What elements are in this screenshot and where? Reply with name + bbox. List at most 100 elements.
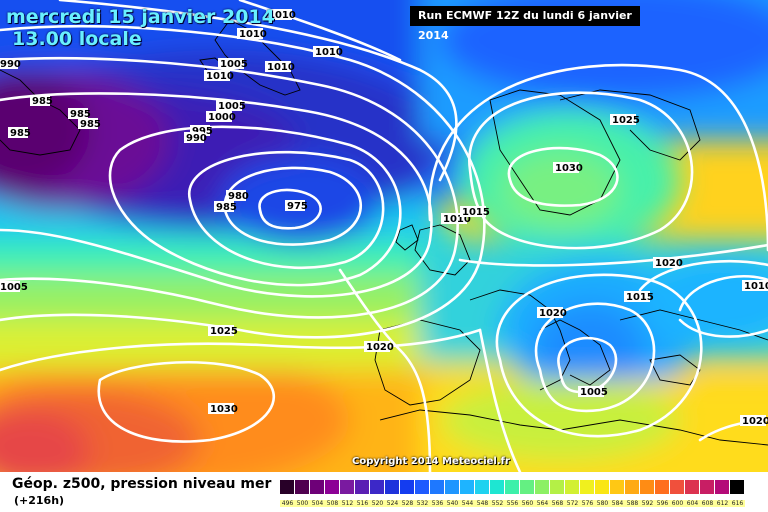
forecast-time: 13.00 locale [12,28,142,50]
color-scale-step: 560 [520,480,535,510]
pressure-label: 1020 [537,307,567,319]
color-scale-step: 524 [385,480,400,510]
color-swatch [295,480,310,494]
color-swatch [655,480,670,494]
color-swatch [640,480,655,494]
color-scale-tick: 512 [340,500,355,507]
color-scale-step: 516 [355,480,370,510]
color-swatch [310,480,325,494]
color-scale-tick: 552 [490,500,505,507]
color-scale-tick: 556 [505,500,520,507]
color-swatch [280,480,295,494]
color-scale-step: 580 [595,480,610,510]
pressure-label: 1025 [610,114,640,126]
svg-text:1010: 1010 [267,62,295,73]
color-swatch [355,480,370,494]
svg-text:1005: 1005 [0,282,28,293]
color-scale-step: 592 [640,480,655,510]
color-scale-tick: 564 [535,500,550,507]
color-scale-tick: 520 [370,500,385,507]
pressure-label: 1010 [204,70,234,82]
color-scale-tick: 576 [580,500,595,507]
pressure-label: 985 [68,108,91,120]
weather-map: 1010 1010 1005 1010 1010 1010 990 985 98… [0,0,768,472]
color-scale-tick: 584 [610,500,625,507]
color-scale-step: 528 [400,480,415,510]
legend-title: Géop. z500, pression niveau mer [12,476,272,492]
forecast-lead-time: (+216h) [14,494,65,507]
svg-text:995: 995 [192,126,213,137]
color-scale-tick: 580 [595,500,610,507]
color-swatch [595,480,610,494]
svg-text:1030: 1030 [210,404,238,415]
color-swatch [550,480,565,494]
color-scale-tick: 504 [310,500,325,507]
color-scale-tick: 508 [325,500,340,507]
color-scale-step: 576 [580,480,595,510]
color-scale-step: 608 [700,480,715,510]
color-scale-tick: 500 [295,500,310,507]
pressure-label: 1025 [208,325,238,337]
svg-text:1010: 1010 [206,71,234,82]
color-scale-tick: 592 [640,500,655,507]
color-swatch [505,480,520,494]
color-scale-step: 500 [295,480,310,510]
pressure-label: 985 [78,118,101,130]
pressure-label: 1030 [208,403,238,415]
svg-text:1010: 1010 [239,29,267,40]
color-swatch [565,480,580,494]
pressure-label: 985 [8,127,31,139]
color-scale-step: 496 [280,480,295,510]
color-scale-step: 568 [550,480,565,510]
color-scale-step: 552 [490,480,505,510]
color-scale-step: 540 [445,480,460,510]
pressure-label: 1010 [441,213,471,225]
svg-text:1010: 1010 [268,10,296,21]
color-swatch [670,480,685,494]
color-scale-step: 512 [340,480,355,510]
pressure-labels: 1010 1010 1005 1010 1010 1010 990 985 98… [0,9,768,427]
color-scale-step: 596 [655,480,670,510]
color-scale-tick: 600 [670,500,685,507]
color-scale-tick: 528 [400,500,415,507]
color-scale-step: 504 [310,480,325,510]
color-swatch [535,480,550,494]
svg-text:1015: 1015 [462,207,490,218]
color-scale-tick: 524 [385,500,400,507]
color-swatch [610,480,625,494]
pressure-label: 1000 [206,111,236,123]
svg-text:1010: 1010 [744,281,768,292]
color-scale-tick: 536 [430,500,445,507]
svg-text:985: 985 [70,109,91,120]
color-scale-step: 520 [370,480,385,510]
color-scale-tick: 516 [355,500,370,507]
color-scale-tick: 548 [475,500,490,507]
color-swatch [400,480,415,494]
pressure-label: 990 [0,58,21,70]
color-swatch [730,480,745,494]
pressure-label: 1005 [218,58,248,70]
forecast-date: mercredi 15 janvier 2014 [6,6,275,28]
svg-text:1020: 1020 [366,342,394,353]
pressure-label: 1010 [742,280,768,292]
svg-text:1005: 1005 [220,59,248,70]
color-scale-tick: 608 [700,500,715,507]
color-swatch [340,480,355,494]
color-swatch [625,480,640,494]
color-swatch [475,480,490,494]
color-scale: 496 500 504 508 512 516 520 524 528 532 536 540 544 5… [280,480,745,510]
copyright-notice: Copyright 2014 Meteociel.fr [352,456,510,467]
color-scale-tick: 496 [280,500,295,507]
pressure-label: 1020 [740,415,768,427]
forecast-datetime: mercredi 15 janvier 2014 13.00 locale [6,6,275,50]
color-scale-step: 584 [610,480,625,510]
svg-text:990: 990 [0,59,21,70]
color-scale-step: 544 [460,480,475,510]
color-swatch [325,480,340,494]
color-scale-tick: 540 [445,500,460,507]
svg-text:985: 985 [216,202,237,213]
color-scale-step: 588 [625,480,640,510]
pressure-label: 1020 [364,341,394,353]
pressure-label: 1010 [266,9,296,21]
color-swatch [685,480,700,494]
